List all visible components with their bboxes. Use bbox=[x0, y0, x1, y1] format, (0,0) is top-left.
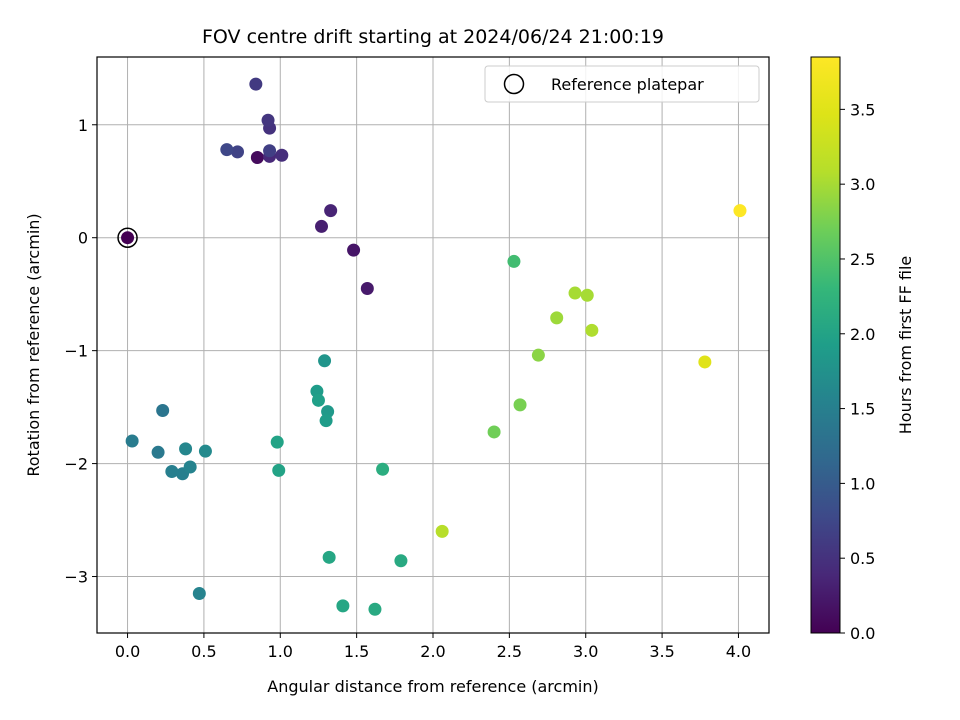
x-tick-label: 0.0 bbox=[115, 642, 140, 661]
data-point bbox=[315, 219, 329, 233]
data-point bbox=[376, 462, 390, 476]
data-point bbox=[585, 323, 599, 337]
data-point bbox=[531, 348, 545, 362]
data-point bbox=[368, 602, 382, 616]
colorbar bbox=[810, 56, 841, 634]
data-point bbox=[698, 355, 712, 369]
y-tick-label: −2 bbox=[64, 455, 88, 474]
data-point bbox=[261, 113, 275, 127]
data-point bbox=[394, 554, 408, 568]
data-point bbox=[220, 143, 234, 157]
data-point bbox=[270, 435, 284, 449]
colorbar-tick-label: 2.5 bbox=[850, 250, 875, 269]
colorbar-ticks: 0.0 0.5 1.0 1.5 2.0 2.5 3.0 3.5 bbox=[840, 100, 875, 643]
data-point bbox=[263, 144, 277, 158]
y-tick-label: 0 bbox=[78, 229, 88, 248]
data-point bbox=[319, 414, 333, 428]
data-point bbox=[347, 243, 361, 257]
data-point bbox=[580, 288, 594, 302]
data-point bbox=[183, 460, 197, 474]
y-axis-ticks: 1 0 −1 −2 −3 bbox=[64, 116, 97, 587]
x-tick-label: 1.5 bbox=[344, 642, 369, 661]
colorbar-tick-label: 1.5 bbox=[850, 400, 875, 419]
data-point bbox=[507, 254, 521, 268]
data-point bbox=[550, 311, 564, 325]
data-point bbox=[156, 404, 170, 418]
legend-box bbox=[484, 65, 760, 103]
data-point bbox=[165, 464, 179, 478]
x-tick-label: 1.0 bbox=[268, 642, 293, 661]
data-point bbox=[272, 463, 286, 477]
data-point bbox=[513, 398, 527, 412]
data-point bbox=[435, 524, 449, 538]
data-points bbox=[117, 77, 747, 616]
data-point bbox=[324, 204, 338, 218]
chart-title: FOV centre drift starting at 2024/06/24 … bbox=[202, 26, 664, 48]
colorbar-tick-label: 1.0 bbox=[850, 474, 875, 493]
legend-marker bbox=[503, 73, 525, 95]
y-tick-label: 1 bbox=[78, 116, 88, 135]
x-tick-label: 3.5 bbox=[649, 642, 674, 661]
x-tick-label: 3.0 bbox=[573, 642, 598, 661]
data-point bbox=[487, 425, 501, 439]
data-point bbox=[121, 231, 135, 245]
x-tick-label: 4.0 bbox=[726, 642, 751, 661]
data-point bbox=[125, 434, 139, 448]
data-point bbox=[568, 286, 582, 300]
reference-platepar-marker bbox=[117, 227, 138, 248]
x-axis-label: Angular distance from reference (arcmin) bbox=[267, 677, 598, 696]
data-point bbox=[192, 586, 206, 600]
data-point bbox=[275, 148, 289, 162]
colorbar-tick-label: 0.5 bbox=[850, 549, 875, 568]
data-point bbox=[318, 354, 332, 368]
legend-entry-label: Reference platepar bbox=[551, 75, 704, 94]
data-point bbox=[336, 599, 350, 613]
data-point bbox=[733, 204, 747, 218]
x-tick-label: 2.5 bbox=[497, 642, 522, 661]
y-tick-label: −3 bbox=[64, 568, 88, 587]
x-tick-label: 2.0 bbox=[420, 642, 445, 661]
legend: Reference platepar bbox=[484, 65, 760, 103]
y-tick-label: −1 bbox=[64, 342, 88, 361]
grid bbox=[97, 57, 769, 633]
data-point bbox=[231, 145, 245, 159]
colorbar-tick-label: 0.0 bbox=[850, 624, 875, 643]
data-point bbox=[311, 393, 325, 407]
data-point bbox=[249, 77, 263, 91]
data-point bbox=[322, 550, 336, 564]
y-axis-label: Rotation from reference (arcmin) bbox=[24, 213, 43, 476]
colorbar-label: Hours from first FF file bbox=[896, 256, 915, 435]
colorbar-tick-label: 3.0 bbox=[850, 175, 875, 194]
data-point bbox=[250, 151, 264, 165]
colorbar-tick-label: 3.5 bbox=[850, 100, 875, 119]
data-point bbox=[179, 442, 193, 456]
data-point bbox=[151, 445, 165, 459]
x-tick-label: 0.5 bbox=[191, 642, 216, 661]
data-point bbox=[198, 444, 212, 458]
colorbar-tick-label: 2.0 bbox=[850, 325, 875, 344]
x-axis-ticks: 0.0 0.5 1.0 1.5 2.0 2.5 3.0 3.5 4.0 bbox=[115, 633, 751, 661]
data-point bbox=[360, 282, 374, 296]
